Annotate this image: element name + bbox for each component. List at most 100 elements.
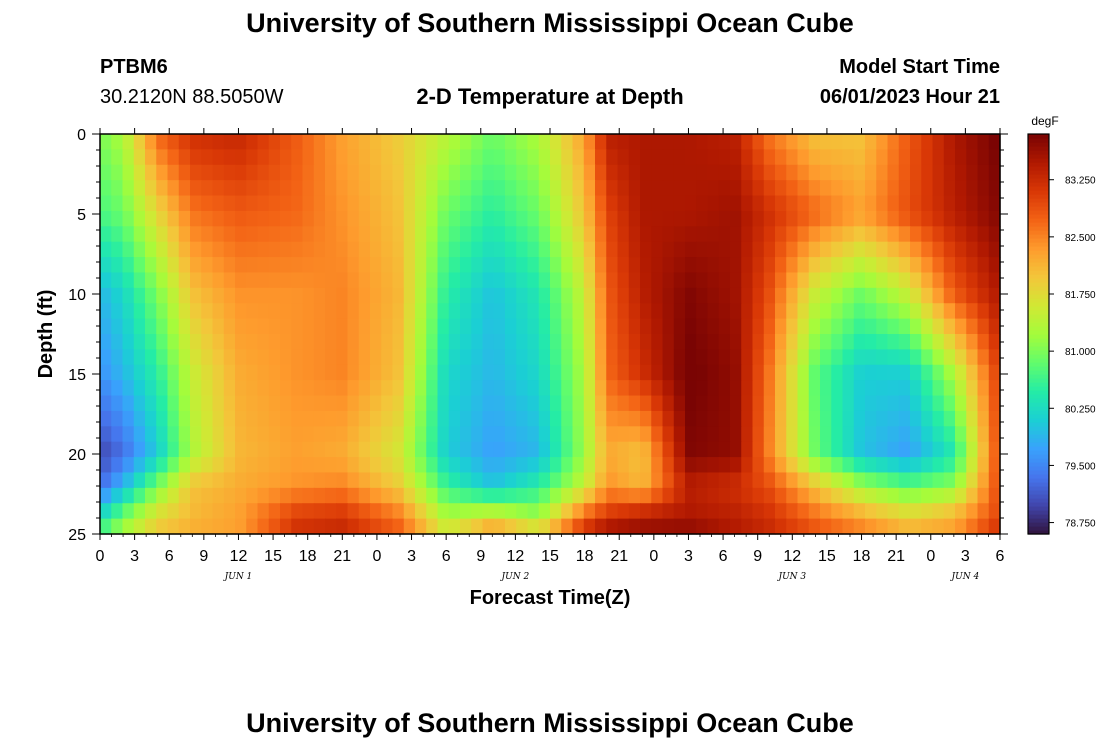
heatmap-cell <box>988 164 1001 181</box>
heatmap-cell <box>313 457 326 474</box>
heatmap-cell <box>673 226 686 243</box>
heatmap-cell <box>370 334 382 350</box>
heatmap-cell <box>966 226 979 243</box>
heatmap-cell <box>876 380 889 397</box>
heatmap-cell <box>696 318 709 335</box>
heatmap-cell <box>313 334 326 350</box>
heatmap-cell <box>122 241 135 258</box>
heatmap-cell <box>302 241 315 258</box>
heatmap-cell <box>482 210 495 227</box>
heatmap-cell <box>673 149 686 166</box>
heatmap-cell <box>347 380 360 397</box>
heatmap-cell <box>246 180 259 197</box>
heatmap-cell <box>302 472 315 489</box>
heatmap-cell <box>685 210 697 227</box>
heatmap-cell <box>178 503 191 520</box>
heatmap-cell <box>842 441 855 458</box>
heatmap-cell <box>167 241 180 258</box>
heatmap-cell <box>358 149 371 166</box>
colorbar-swatch <box>1028 398 1049 403</box>
heatmap-cell <box>820 487 832 504</box>
heatmap-cell <box>370 241 382 258</box>
heatmap-cell <box>437 257 450 274</box>
heatmap-cell <box>448 272 461 289</box>
heatmap-cell <box>471 164 484 181</box>
heatmap-cell <box>212 395 225 412</box>
heatmap-cell <box>673 349 686 366</box>
heatmap-cell <box>167 457 180 474</box>
heatmap-cell <box>156 226 169 243</box>
heatmap-cell <box>797 441 810 458</box>
heatmap-cell <box>190 226 202 243</box>
heatmap-cell <box>550 518 562 535</box>
heatmap-cell <box>561 303 574 320</box>
heatmap-cell <box>178 334 191 350</box>
heatmap-cell <box>347 518 360 535</box>
heatmap-cell <box>516 441 529 458</box>
colorbar-swatch <box>1028 446 1049 451</box>
colorbar-swatch <box>1028 366 1049 371</box>
heatmap-cell <box>808 364 821 381</box>
heatmap-cell <box>763 364 776 381</box>
heatmap-cell <box>156 334 169 350</box>
heatmap-cell <box>752 426 765 443</box>
heatmap-cell <box>516 287 529 304</box>
heatmap-cell <box>313 195 326 212</box>
heatmap-cell <box>898 487 911 504</box>
heatmap-cell <box>853 195 866 212</box>
heatmap-cell <box>617 241 630 258</box>
heatmap-cell <box>235 257 247 274</box>
heatmap-cell <box>696 457 709 474</box>
heatmap-cell <box>268 134 281 150</box>
heatmap-cell <box>752 180 765 197</box>
heatmap-cell <box>505 380 517 397</box>
heatmap-cell <box>842 195 855 212</box>
heatmap-cell <box>662 426 675 443</box>
heatmap-cell <box>595 334 607 350</box>
heatmap-cell <box>223 364 236 381</box>
heatmap-cell <box>100 364 112 381</box>
heatmap-cell <box>111 503 124 520</box>
heatmap-cell <box>696 210 709 227</box>
heatmap-cell <box>898 457 911 474</box>
heatmap-cell <box>493 364 506 381</box>
heatmap-cell <box>246 380 259 397</box>
heatmap-cell <box>932 426 945 443</box>
heatmap-cell <box>336 195 349 212</box>
heatmap-cell <box>133 149 146 166</box>
model-start-time: 06/01/2023 Hour 21 <box>819 86 1000 108</box>
heatmap-cell <box>763 210 776 227</box>
heatmap-cell <box>606 149 619 166</box>
heatmap-cell <box>302 487 315 504</box>
heatmap-cell <box>448 180 461 197</box>
colorbar-swatch <box>1028 314 1049 319</box>
heatmap-cell <box>516 164 529 181</box>
heatmap-cell <box>538 241 551 258</box>
heatmap-cell <box>707 226 720 243</box>
colorbar-swatch <box>1028 498 1049 503</box>
heatmap-cell <box>516 472 529 489</box>
heatmap-cell <box>876 272 889 289</box>
colorbar-swatch <box>1028 242 1049 247</box>
heatmap-cell <box>572 410 585 427</box>
heatmap-cell <box>156 195 169 212</box>
heatmap-cell <box>122 257 135 274</box>
heatmap-cell <box>988 226 1001 243</box>
heatmap-cell <box>673 303 686 320</box>
heatmap-cell <box>595 441 607 458</box>
heatmap-cell <box>640 257 652 274</box>
heatmap-cell <box>673 257 686 274</box>
heatmap-cell <box>268 180 281 197</box>
heatmap-cell <box>943 395 956 412</box>
heatmap-cell <box>167 287 180 304</box>
heatmap-cell <box>448 380 461 397</box>
heatmap-cell <box>302 164 315 181</box>
heatmap-cell <box>707 426 720 443</box>
heatmap-cell <box>685 303 697 320</box>
heatmap-cell <box>921 518 934 535</box>
heatmap-cell <box>201 226 214 243</box>
heatmap-cell <box>246 149 259 166</box>
heatmap-cell <box>212 503 225 520</box>
heatmap-cell <box>606 380 619 397</box>
